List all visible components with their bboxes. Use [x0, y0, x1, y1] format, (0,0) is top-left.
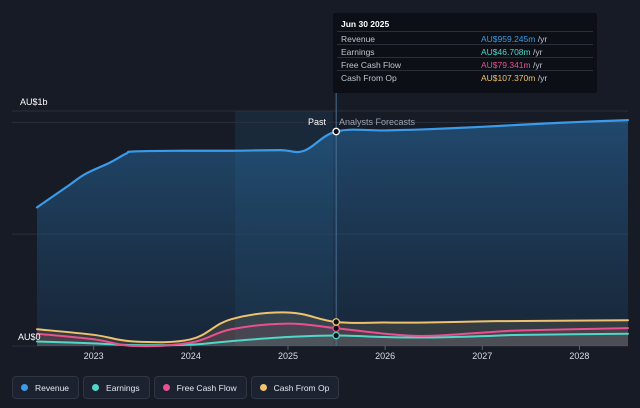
x-axis-ticks: 2023 2024 2025 2026 2027 2028 [84, 346, 589, 361]
free-cash-flow-line [36, 322, 629, 348]
tooltip-row-value: AU$46.708m /yr [481, 47, 543, 57]
cash-from-op-dot-icon [259, 384, 267, 391]
tooltip-row: Free Cash Flow AU$79.341m /yr [337, 57, 593, 71]
x-tick-label: 2026 [375, 351, 395, 361]
free-cash-flow-marker [332, 324, 341, 333]
x-tick-label: 2027 [472, 351, 492, 361]
legend-label: Earnings [106, 382, 140, 393]
x-tick-label: 2024 [181, 351, 201, 361]
tooltip-row-value: AU$107.370m /yr [481, 73, 548, 83]
y-axis-top-label: AU$1b [20, 97, 48, 107]
x-tick-label: 2028 [569, 351, 589, 361]
legend-label: Revenue [35, 382, 70, 393]
free-cash-flow-dot-icon [162, 384, 170, 391]
tooltip-row-name: Free Cash Flow [341, 60, 401, 70]
tooltip-row-value: AU$959.245m /yr [481, 34, 548, 44]
tooltip-row-name: Earnings [341, 47, 375, 57]
cash-from-op-marker [332, 318, 341, 326]
legend-item-cash-from-op[interactable]: Cash From Op [250, 376, 340, 399]
tooltip: Jun 30 2025 Revenue AU$959.245m /yr Earn… [333, 13, 597, 93]
legend-label: Free Cash Flow [176, 382, 237, 393]
earnings-dot-icon [92, 384, 100, 391]
legend-item-earnings[interactable]: Earnings [83, 376, 150, 399]
revenue-area [37, 120, 628, 346]
tooltip-row-name: Revenue [341, 34, 376, 44]
earnings-marker [332, 331, 341, 340]
legend: Revenue Earnings Free Cash Flow Cash Fro… [12, 376, 340, 400]
tooltip-row: Revenue AU$959.245m /yr [337, 31, 593, 45]
tooltip-row: Earnings AU$46.708m /yr [337, 44, 593, 58]
revenue-dot-icon [21, 384, 28, 391]
x-tick-label: 2023 [84, 351, 104, 361]
tooltip-row-value: AU$79.341m /yr [481, 60, 543, 70]
tooltip-date: Jun 30 2025 [341, 19, 390, 29]
legend-item-revenue[interactable]: Revenue [12, 376, 80, 399]
tooltip-row-name: Cash From Op [341, 73, 397, 83]
revenue-line [35, 119, 630, 209]
forecast-label: Analysts Forecasts [339, 117, 416, 127]
cash-from-op-line [36, 311, 629, 344]
past-label: Past [308, 117, 327, 127]
revenue-marker [332, 127, 341, 136]
legend-label: Cash From Op [273, 382, 330, 393]
y-axis-bottom-label: AU$0 [18, 332, 41, 342]
series-lines [35, 119, 630, 348]
x-tick-label: 2025 [278, 351, 298, 361]
legend-item-free-cash-flow[interactable]: Free Cash Flow [153, 376, 247, 399]
tooltip-row: Cash From Op AU$107.370m /yr [337, 70, 593, 84]
divider-markers [332, 127, 341, 340]
